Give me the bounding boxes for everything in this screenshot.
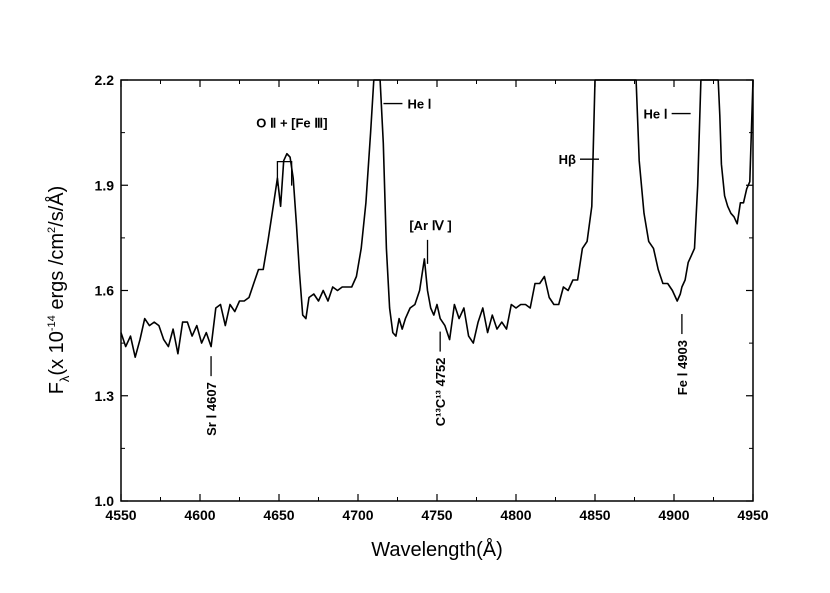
annotation-label: He Ⅰ — [407, 97, 431, 112]
x-tick-label: 4850 — [579, 507, 610, 523]
annotation: [Ar Ⅳ ] — [409, 218, 452, 264]
x-tick-label: 4950 — [737, 507, 768, 523]
y-axis-title-units: ergs /cm — [46, 233, 68, 315]
y-tick-label: 1.0 — [95, 493, 115, 509]
y-axis-title-units-end: /s/Å) — [45, 186, 68, 227]
annotation-label: O Ⅱ + [Fe Ⅲ] — [256, 116, 327, 131]
x-tick-labels: 4550 4600 4650 4700 4750 4800 4850 4900 4950 — [105, 507, 768, 523]
y-axis-title-f: F — [46, 382, 68, 394]
annotation-label: He Ⅰ — [644, 107, 668, 122]
line-annotations: O Ⅱ + [Fe Ⅲ] He Ⅰ He Ⅰ Hβ [Ar Ⅳ ] Sr Ⅰ 4607 C¹… — [204, 97, 691, 436]
annotation-label: Sr Ⅰ 4607 — [204, 382, 219, 436]
x-tick-label: 4750 — [421, 507, 452, 523]
x-tick-label: 4800 — [500, 507, 531, 523]
annotation: He Ⅰ — [644, 107, 691, 122]
x-tick-label: 4900 — [658, 507, 689, 523]
annotation: Hβ — [559, 152, 599, 167]
axis-ticks — [120, 79, 754, 502]
y-tick-label: 1.9 — [95, 177, 115, 193]
bracket-mark — [276, 160, 293, 186]
x-tick-label: 4550 — [105, 507, 136, 523]
x-axis-title: Wavelength(Å) — [371, 538, 503, 561]
y-tick-label: 1.3 — [95, 388, 115, 404]
y-axis-title: Fλ(x 10-14 ergs /cm2/s/Å) — [45, 186, 72, 395]
annotation: He Ⅰ — [383, 97, 432, 112]
x-tick-label: 4600 — [184, 507, 215, 523]
spectrum-series — [120, 79, 754, 358]
y-tick-label: 2.2 — [95, 72, 115, 88]
y-axis-title-exp: -14 — [46, 315, 58, 331]
y-tick-labels: 1.0 1.3 1.6 1.9 2.2 — [95, 72, 115, 509]
annotation: Sr Ⅰ 4607 — [204, 356, 219, 436]
spectrum-line — [120, 79, 754, 358]
y-axis-title-units-exp: 2 — [46, 227, 58, 233]
annotation-label: C¹³C¹³ 4752 — [433, 358, 448, 427]
x-tick-label: 4700 — [342, 507, 373, 523]
annotation: Fe Ⅰ 4903 — [675, 314, 690, 395]
annotation-label: [Ar Ⅳ ] — [409, 218, 451, 233]
annotation-label: Fe Ⅰ 4903 — [675, 340, 690, 395]
plot-frame — [120, 79, 754, 502]
y-tick-label: 1.6 — [95, 283, 115, 299]
annotation: O Ⅱ + [Fe Ⅲ] — [256, 116, 328, 186]
y-axis-title-prefix: (x 10 — [46, 331, 68, 375]
annotation-label: Hβ — [559, 152, 576, 167]
y-axis-title-sub: λ — [57, 375, 72, 382]
annotation: C¹³C¹³ 4752 — [433, 331, 448, 427]
x-tick-label: 4650 — [263, 507, 294, 523]
